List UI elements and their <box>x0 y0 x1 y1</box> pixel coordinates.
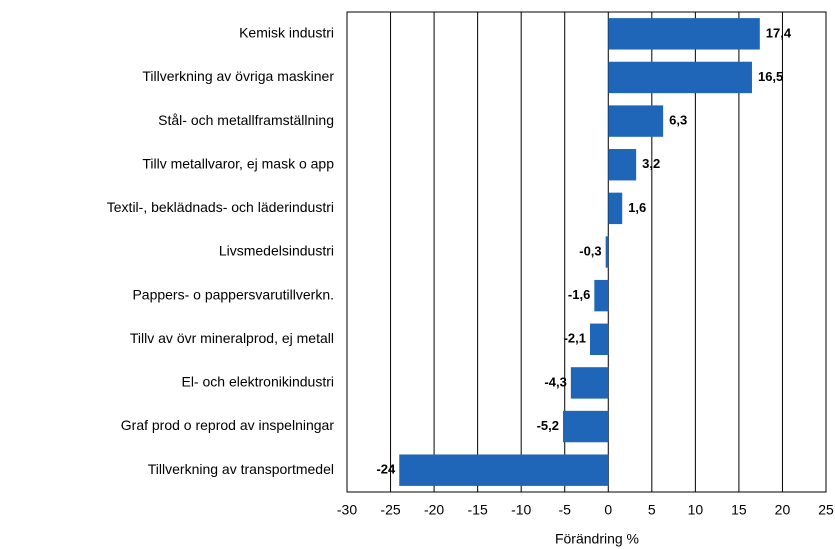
value-label: -5,2 <box>537 418 559 433</box>
y-tick-label: El- och elektronikindustri <box>181 374 334 390</box>
x-tick-label: 0 <box>604 502 612 518</box>
x-tick-label: -20 <box>424 502 444 518</box>
bar <box>589 323 609 355</box>
bar <box>608 61 752 94</box>
bar <box>608 18 760 50</box>
bar <box>608 149 637 181</box>
bar <box>594 279 609 312</box>
x-tick-label: 10 <box>688 502 704 518</box>
value-label: 1,6 <box>628 200 646 215</box>
y-tick-label: Pappers- o pappersvarutillverkn. <box>132 286 334 302</box>
y-tick-label: Tillverkning av övriga maskiner <box>142 68 334 84</box>
y-tick-label: Stål- och metallframställning <box>158 112 334 128</box>
x-tick-label: -30 <box>337 502 357 518</box>
y-tick-label: Tillverkning av transportmedel <box>148 461 334 477</box>
value-label: 16,5 <box>758 69 783 84</box>
value-label: -24 <box>376 462 396 477</box>
x-tick-label: 20 <box>775 502 791 518</box>
x-tick-label: -5 <box>559 502 572 518</box>
y-tick-label: Livsmedelsindustri <box>219 243 334 259</box>
x-tick-label: -10 <box>511 502 531 518</box>
value-label: -4,3 <box>544 374 566 389</box>
x-tick-label: 15 <box>731 502 747 518</box>
value-label: -0,3 <box>579 243 601 258</box>
value-label: -1,6 <box>568 287 590 302</box>
y-tick-label: Tillv av övr mineralprod, ej metall <box>130 330 334 346</box>
x-tick-label: 5 <box>648 502 656 518</box>
value-label: 3,2 <box>642 156 660 171</box>
x-tick-label: -15 <box>468 502 488 518</box>
value-label: 6,3 <box>669 113 687 128</box>
y-tick-label: Tillv metallvaror, ej mask o app <box>142 155 334 171</box>
bar <box>608 105 664 137</box>
bar <box>608 192 623 225</box>
y-tick-label: Textil-, beklädnads- och läderindustri <box>107 199 334 215</box>
plot-border <box>346 11 827 493</box>
bar <box>399 454 609 486</box>
x-tick-label: 25 <box>818 502 834 518</box>
value-label: 17,4 <box>766 25 792 40</box>
bar <box>570 367 609 399</box>
x-tick-label: -25 <box>380 502 400 518</box>
x-axis-label: Förändring % <box>555 531 639 547</box>
bar <box>562 410 609 443</box>
value-label: -2,1 <box>564 331 586 346</box>
y-tick-label: Graf prod o reprod av inspelningar <box>121 417 335 433</box>
y-tick-label: Kemisk industri <box>239 25 334 41</box>
bar <box>605 236 609 268</box>
